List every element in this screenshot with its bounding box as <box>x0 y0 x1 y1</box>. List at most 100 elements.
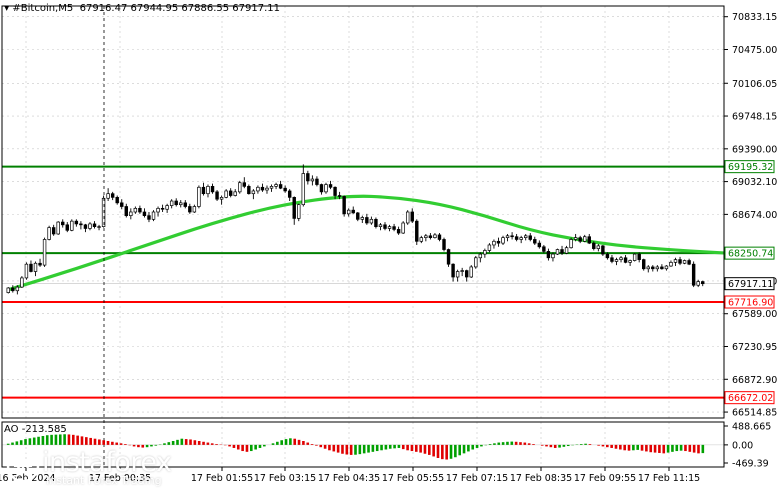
candle <box>346 208 351 217</box>
candle-body <box>83 224 88 229</box>
candle <box>428 233 433 240</box>
triangle-down-icon[interactable]: ▼ <box>4 4 10 12</box>
candle-body <box>510 235 514 238</box>
candle-body <box>519 237 523 240</box>
candle-body <box>169 200 174 206</box>
candle-body <box>396 229 401 234</box>
candle-body <box>65 224 69 231</box>
candle <box>419 235 424 244</box>
candle-body <box>233 191 237 196</box>
candle <box>11 285 15 293</box>
candle-body <box>165 205 169 210</box>
candle-body <box>283 187 287 192</box>
candle-body <box>469 266 473 278</box>
candle-body <box>278 184 283 189</box>
candle-body <box>501 237 505 244</box>
candle-body <box>319 184 324 193</box>
candle <box>337 191 342 200</box>
candle-body <box>88 223 92 229</box>
symbol-label: #Bitcoin,M5 <box>12 3 74 14</box>
candle <box>315 176 319 187</box>
candle-body <box>61 221 65 226</box>
price-axis-label: 70833.15 <box>732 12 777 23</box>
candle <box>682 259 687 265</box>
candle-body <box>42 239 47 266</box>
candle-body <box>183 202 188 207</box>
candle-body <box>478 253 483 259</box>
candle <box>269 184 274 192</box>
candle-body <box>156 207 160 213</box>
candle-body <box>428 235 433 238</box>
candle <box>510 232 514 240</box>
candle-body <box>106 193 110 199</box>
candle-body <box>310 178 315 182</box>
candle <box>260 183 265 192</box>
candle-body <box>247 186 251 195</box>
candle <box>206 184 210 198</box>
candle <box>546 248 551 261</box>
candle-body <box>437 234 442 240</box>
price-axis-label: 70475.00 <box>732 45 777 56</box>
candle <box>664 265 669 271</box>
candle-body <box>691 263 696 286</box>
candle <box>242 177 247 189</box>
candle <box>333 186 337 200</box>
ao-axis-label: -469.39 <box>732 459 769 470</box>
candle-body <box>197 186 201 207</box>
candle-body <box>596 245 601 249</box>
time-axis-label: 17 Feb 07:15 <box>446 473 508 484</box>
candle <box>274 182 278 190</box>
candle-body <box>378 224 383 227</box>
candle-body <box>392 226 396 230</box>
candle <box>238 180 242 194</box>
candle <box>560 245 564 256</box>
candle-body <box>301 173 306 206</box>
candle <box>138 205 142 214</box>
time-axis-label: 17 Feb 03:15 <box>254 473 316 484</box>
candle <box>74 219 79 227</box>
price-axis-label: 69390.00 <box>732 144 777 155</box>
candle-body <box>551 253 555 259</box>
level-price-label: 66672.02 <box>728 393 773 404</box>
candle-body <box>365 217 369 224</box>
candle-body <box>660 266 664 270</box>
candle <box>691 261 696 288</box>
candle-body <box>129 211 133 217</box>
candle <box>642 258 646 271</box>
candle-body <box>56 221 60 235</box>
candle-body <box>410 211 414 222</box>
candle-body <box>528 235 532 240</box>
price-axis-label: 69748.15 <box>732 112 777 123</box>
candle-body <box>533 239 537 244</box>
candle-body <box>505 235 510 238</box>
candle-body <box>228 190 233 196</box>
candle-body <box>11 287 15 292</box>
candle-body <box>542 246 546 252</box>
main-plot-border <box>1 5 725 419</box>
candle <box>564 245 569 255</box>
candle <box>169 199 174 209</box>
candle <box>278 180 283 190</box>
time-axis-label: 17 Feb 00:35 <box>89 473 151 484</box>
candle-body <box>356 212 360 220</box>
candle-body <box>605 253 610 259</box>
candle <box>15 285 20 295</box>
candle <box>610 255 614 264</box>
candle-body <box>47 227 51 240</box>
candle-body <box>537 242 542 248</box>
candle-body <box>6 287 10 293</box>
candle-body <box>614 259 619 262</box>
candle <box>247 184 251 195</box>
candle-body <box>188 206 192 213</box>
candle <box>101 195 106 228</box>
candle-body <box>101 197 106 227</box>
candle <box>215 190 219 202</box>
candle-body <box>142 211 147 217</box>
candle-body <box>238 182 242 193</box>
candle <box>124 203 128 218</box>
candle <box>65 222 69 233</box>
time-axis-label: 17 Feb 08:35 <box>510 473 572 484</box>
candle <box>120 199 124 210</box>
candle-body <box>474 257 478 268</box>
